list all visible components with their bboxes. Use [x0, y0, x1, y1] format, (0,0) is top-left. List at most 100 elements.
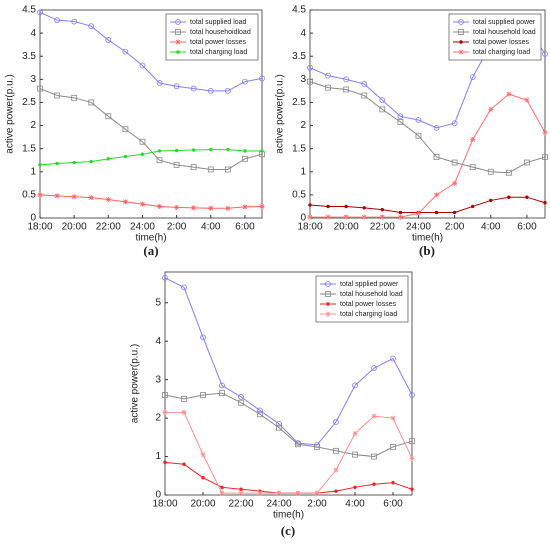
marker — [276, 490, 282, 496]
marker — [361, 214, 367, 220]
y-tick-label: 0 — [30, 213, 36, 224]
marker — [139, 138, 146, 145]
x-tick-label: 24:00 — [406, 222, 431, 233]
legend-label: total power losses — [340, 301, 397, 308]
y-tick-label: 4 — [155, 336, 161, 347]
x-tick-label: 4:00 — [481, 222, 501, 233]
legend-label: total power losses — [473, 39, 530, 46]
y-tick-label: 5 — [155, 297, 161, 308]
x-tick-label: 6:00 — [235, 222, 255, 233]
marker — [225, 205, 231, 211]
marker — [371, 453, 377, 460]
marker — [525, 195, 529, 199]
marker — [542, 154, 548, 160]
y-tick-label: 0 — [300, 213, 306, 224]
marker — [489, 198, 493, 203]
marker — [122, 48, 129, 55]
marker — [415, 210, 421, 216]
marker — [352, 430, 358, 436]
marker — [242, 204, 248, 210]
marker — [390, 444, 396, 450]
marker — [507, 195, 511, 199]
marker — [181, 284, 187, 291]
marker — [55, 161, 59, 166]
marker — [242, 155, 248, 162]
marker — [380, 207, 385, 212]
x-tick-label: 24:00 — [130, 222, 155, 233]
marker — [38, 163, 42, 167]
marker — [122, 199, 128, 205]
x-tick-label: 20:00 — [334, 222, 359, 233]
marker — [458, 49, 464, 55]
marker — [224, 87, 231, 94]
marker — [88, 99, 95, 106]
marker — [542, 51, 548, 57]
x-tick-label: 22:00 — [370, 222, 395, 233]
marker — [409, 438, 415, 445]
figure-label: (a) — [143, 243, 158, 258]
marker — [257, 407, 263, 414]
marker — [139, 62, 146, 69]
marker — [219, 390, 225, 397]
y-tick-label: 2.5 — [292, 97, 306, 108]
marker — [88, 23, 95, 30]
marker — [352, 451, 358, 458]
marker — [487, 168, 494, 175]
legend-label: total househoidload — [190, 29, 251, 36]
y-tick-label: 3.5 — [22, 51, 36, 62]
y-tick-label: 1.5 — [292, 143, 306, 154]
marker — [219, 490, 225, 496]
x-tick-label: 18:00 — [152, 499, 177, 510]
marker — [88, 195, 94, 201]
y-tick-label: 3 — [30, 74, 36, 85]
marker — [238, 399, 244, 406]
y-tick-label: 0.5 — [22, 190, 36, 201]
marker — [343, 76, 350, 83]
marker — [295, 490, 301, 496]
marker — [390, 355, 396, 362]
x-tick-label: 2:00 — [307, 499, 327, 510]
marker — [295, 441, 301, 448]
y-tick-label: 3.5 — [292, 51, 306, 62]
marker — [105, 113, 112, 120]
marker — [352, 382, 358, 389]
y-tick-label: 3 — [300, 74, 306, 85]
x-tick-label: 2:00 — [167, 222, 187, 233]
legend-label: total charging load — [190, 49, 247, 56]
marker — [325, 281, 331, 287]
marker — [434, 192, 440, 198]
marker — [433, 124, 440, 131]
marker — [325, 291, 331, 297]
marker — [37, 9, 43, 16]
marker — [174, 204, 180, 210]
y-axis-label: active power(p.u.) — [275, 74, 286, 153]
series-line — [164, 392, 413, 458]
legend: total spplied power total household load t… — [315, 275, 409, 323]
marker — [71, 194, 77, 200]
marker — [458, 29, 464, 35]
marker — [191, 148, 196, 152]
marker — [390, 415, 396, 421]
marker — [415, 117, 422, 123]
marker — [106, 157, 111, 161]
marker — [207, 87, 214, 94]
marker — [333, 447, 339, 454]
marker — [371, 413, 377, 419]
x-axis-label: time(h) — [135, 233, 166, 244]
legend: total supplied load total househoidload to… — [165, 13, 259, 61]
marker — [326, 204, 330, 209]
marker — [123, 154, 128, 159]
marker — [71, 94, 78, 101]
y-tick-label: 3 — [155, 374, 161, 385]
marker — [398, 210, 403, 215]
marker — [156, 157, 163, 164]
marker — [238, 394, 244, 400]
marker — [459, 40, 463, 44]
marker — [391, 480, 395, 485]
marker — [452, 180, 458, 186]
marker — [140, 152, 145, 156]
y-axis-label: active power(p.u.) — [5, 74, 16, 153]
marker — [451, 159, 458, 166]
y-tick-label: 4.5 — [292, 5, 306, 16]
